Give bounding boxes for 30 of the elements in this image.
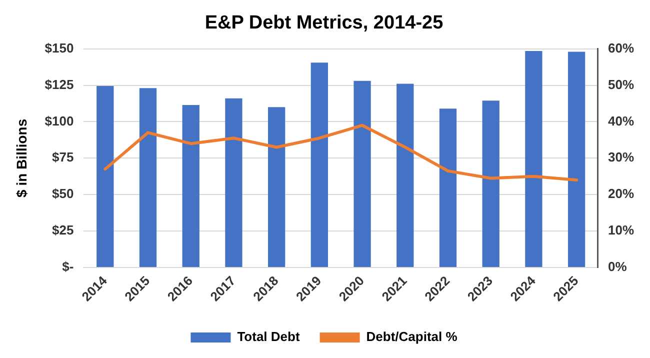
bar xyxy=(482,100,500,268)
legend-label: Debt/Capital % xyxy=(366,329,458,344)
bar xyxy=(182,104,200,268)
bar xyxy=(310,62,328,268)
y2-tick-label: 50% xyxy=(608,76,634,92)
y-tick-label: $100 xyxy=(44,113,74,128)
bar xyxy=(139,88,157,268)
bar xyxy=(354,80,371,268)
bar xyxy=(525,50,542,268)
chart-title: E&P Debt Metrics, 2014-25 xyxy=(204,12,444,34)
bar xyxy=(96,86,114,268)
y-tick-label: $25 xyxy=(52,222,74,238)
y2-tick-label: 60% xyxy=(608,40,634,56)
bar xyxy=(439,108,457,268)
bar xyxy=(568,52,586,268)
y2-tick-label: 20% xyxy=(608,186,634,202)
y2-tick-label: 0% xyxy=(608,259,628,274)
legend-label: Total Debt xyxy=(237,329,300,344)
bar xyxy=(396,84,414,268)
y-tick-label: $150 xyxy=(44,40,74,56)
y-tick-label: $125 xyxy=(44,76,74,92)
y-tick-label: $75 xyxy=(52,150,74,165)
y-tick-label: $- xyxy=(62,259,74,274)
bar xyxy=(268,107,286,268)
y2-tick-label: 40% xyxy=(608,113,634,128)
y-tick-label: $50 xyxy=(52,186,74,202)
y2-tick-label: 10% xyxy=(608,222,634,238)
y-axis-title: $ in Billions xyxy=(13,118,30,198)
y2-tick-label: 30% xyxy=(608,150,634,165)
bar xyxy=(225,98,242,268)
